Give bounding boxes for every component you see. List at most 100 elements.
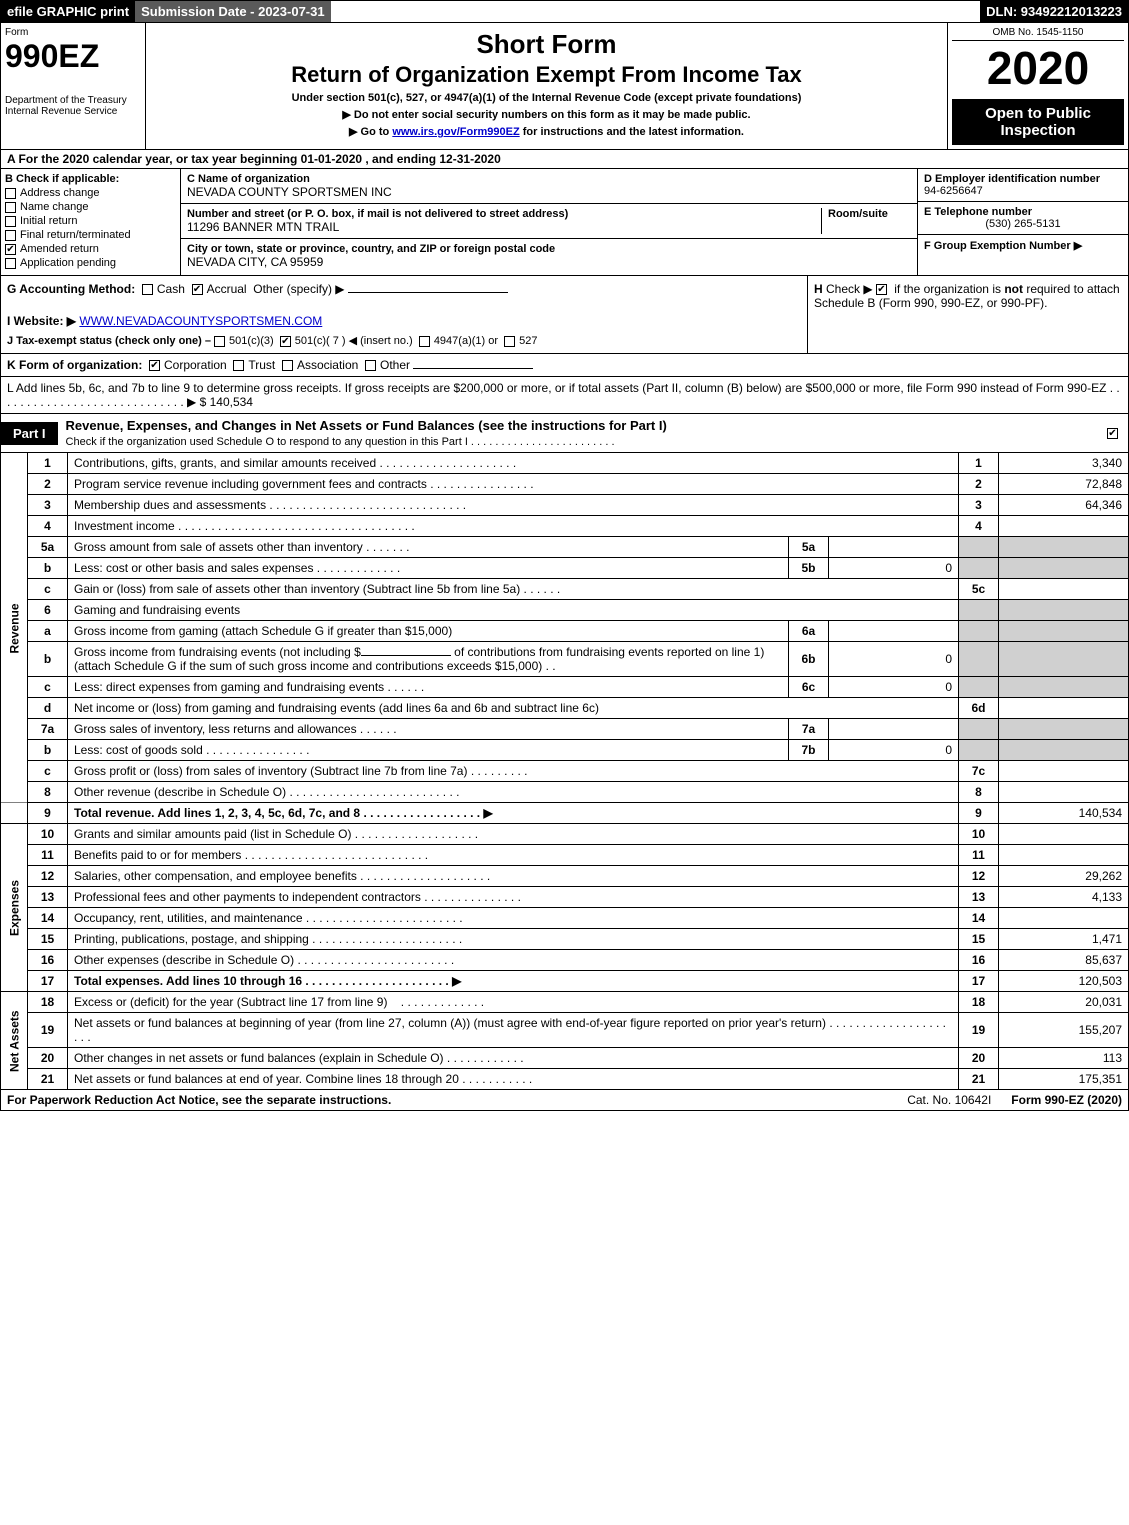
open-public-badge: Open to Public Inspection	[952, 99, 1124, 145]
cb-assoc[interactable]	[282, 360, 293, 371]
omb-number: OMB No. 1545-1150	[952, 27, 1124, 41]
amt-6b: 0	[829, 642, 959, 677]
cb-501c3[interactable]	[214, 336, 225, 347]
table-row: 2 Program service revenue including gove…	[1, 474, 1129, 495]
submission-date: Submission Date - 2023-07-31	[135, 1, 331, 22]
table-row: Expenses 10 Grants and similar amounts p…	[1, 824, 1129, 845]
table-row: c Gain or (loss) from sale of assets oth…	[1, 579, 1129, 600]
revenue-side-label: Revenue	[1, 453, 28, 803]
table-row: 16 Other expenses (describe in Schedule …	[1, 950, 1129, 971]
k-form-org: K Form of organization: Corporation Trus…	[0, 354, 1129, 377]
website-link[interactable]: WWW.NEVADACOUNTYSPORTSMEN.COM	[79, 314, 322, 328]
expenses-side-label: Expenses	[1, 824, 28, 992]
table-row: 14 Occupancy, rent, utilities, and maint…	[1, 908, 1129, 929]
l-gross-receipts: L Add lines 5b, 6c, and 7b to line 9 to …	[0, 377, 1129, 414]
cb-schedule-o[interactable]	[1107, 428, 1118, 439]
g-other-input[interactable]	[348, 292, 508, 293]
table-row: 13 Professional fees and other payments …	[1, 887, 1129, 908]
table-row: b Less: cost of goods sold . . . . . . .…	[1, 740, 1129, 761]
k-other-input[interactable]	[413, 368, 533, 369]
form-ref: Form 990-EZ (2020)	[1011, 1093, 1122, 1107]
form-number: 990EZ	[5, 38, 141, 75]
financial-table: Revenue 1 Contributions, gifts, grants, …	[0, 453, 1129, 1090]
amt-2: 72,848	[999, 474, 1129, 495]
cb-other-org[interactable]	[365, 360, 376, 371]
cb-application-pending[interactable]: Application pending	[5, 257, 176, 269]
ssn-warning: ▶ Do not enter social security numbers o…	[156, 108, 937, 121]
amt-3: 64,346	[999, 495, 1129, 516]
j-tax-exempt: J Tax-exempt status (check only one) – 5…	[7, 334, 801, 347]
table-row: 6 Gaming and fundraising events	[1, 600, 1129, 621]
form-subtitle: Under section 501(c), 527, or 4947(a)(1)…	[156, 92, 937, 104]
amt-18: 20,031	[999, 992, 1129, 1013]
amt-12: 29,262	[999, 866, 1129, 887]
cb-accrual[interactable]	[192, 284, 203, 295]
part-i-title: Revenue, Expenses, and Changes in Net As…	[66, 418, 667, 433]
table-row: 8 Other revenue (describe in Schedule O)…	[1, 782, 1129, 803]
cb-527[interactable]	[504, 336, 515, 347]
dept-treasury: Department of the Treasury	[5, 95, 141, 106]
c-org-info: C Name of organization NEVADA COUNTY SPO…	[181, 169, 918, 275]
part-i-note: Check if the organization used Schedule …	[66, 436, 615, 448]
table-row: 15 Printing, publications, postage, and …	[1, 929, 1129, 950]
table-row: 21 Net assets or fund balances at end of…	[1, 1069, 1129, 1090]
amt-19: 155,207	[999, 1013, 1129, 1048]
irs-label: Internal Revenue Service	[5, 106, 141, 117]
table-row: d Net income or (loss) from gaming and f…	[1, 698, 1129, 719]
g-label: G Accounting Method:	[7, 282, 135, 296]
table-row: 7a Gross sales of inventory, less return…	[1, 719, 1129, 740]
table-row: 4 Investment income . . . . . . . . . . …	[1, 516, 1129, 537]
cb-initial-return[interactable]: Initial return	[5, 215, 176, 227]
table-row: 17 Total expenses. Add lines 10 through …	[1, 971, 1129, 992]
amt-21: 175,351	[999, 1069, 1129, 1090]
cb-corp[interactable]	[149, 360, 160, 371]
cb-amended-return[interactable]: Amended return	[5, 243, 176, 255]
table-row: 5a Gross amount from sale of assets othe…	[1, 537, 1129, 558]
cb-address-change[interactable]: Address change	[5, 187, 176, 199]
cb-schedule-b[interactable]	[876, 284, 887, 295]
page-footer: For Paperwork Reduction Act Notice, see …	[0, 1090, 1129, 1111]
e-phone-label: E Telephone number	[924, 206, 1122, 218]
c-room-label: Room/suite	[828, 208, 911, 220]
cb-final-return[interactable]: Final return/terminated	[5, 229, 176, 241]
b-checkboxes: B Check if applicable: Address change Na…	[1, 169, 181, 275]
c-city-value: NEVADA CITY, CA 95959	[187, 255, 911, 269]
cb-name-change[interactable]: Name change	[5, 201, 176, 213]
d-ein-label: D Employer identification number	[924, 173, 1122, 185]
c-name-value: NEVADA COUNTY SPORTSMEN INC	[187, 185, 911, 199]
amt-17: 120,503	[999, 971, 1129, 992]
paperwork-notice: For Paperwork Reduction Act Notice, see …	[7, 1093, 887, 1107]
amt-6d	[999, 698, 1129, 719]
amt-13: 4,133	[999, 887, 1129, 908]
amt-15: 1,471	[999, 929, 1129, 950]
netassets-side-label: Net Assets	[1, 992, 28, 1090]
i-label: I Website: ▶	[7, 314, 76, 328]
b-heading: B Check if applicable:	[5, 173, 176, 185]
amt-11	[999, 845, 1129, 866]
j-label: J Tax-exempt status (check only one) –	[7, 335, 211, 347]
cb-501c[interactable]	[280, 336, 291, 347]
amt-1: 3,340	[999, 453, 1129, 474]
dln: DLN: 93492212013223	[980, 1, 1128, 22]
k-label: K Form of organization:	[7, 358, 142, 372]
e-phone-value: (530) 265-5131	[924, 218, 1122, 230]
amt-5c	[999, 579, 1129, 600]
part-i-badge: Part I	[1, 422, 58, 445]
d-ein-value: 94-6256647	[924, 185, 1122, 197]
amt-7c	[999, 761, 1129, 782]
top-bar: efile GRAPHIC print Submission Date - 20…	[0, 0, 1129, 23]
amt-7b: 0	[829, 740, 959, 761]
table-row: 19 Net assets or fund balances at beginn…	[1, 1013, 1129, 1048]
table-row: 11 Benefits paid to or for members . . .…	[1, 845, 1129, 866]
cb-trust[interactable]	[233, 360, 244, 371]
amt-5b: 0	[829, 558, 959, 579]
cb-4947[interactable]	[419, 336, 430, 347]
irs-link[interactable]: www.irs.gov/Form990EZ	[392, 126, 519, 138]
c-city-label: City or town, state or province, country…	[187, 243, 911, 255]
amt-14	[999, 908, 1129, 929]
efile-print-label[interactable]: efile GRAPHIC print	[1, 1, 135, 22]
i-website-row: I Website: ▶ WWW.NEVADACOUNTYSPORTSMEN.C…	[7, 314, 801, 328]
g-accounting: G Accounting Method: Cash Accrual Other …	[7, 282, 801, 296]
cb-cash[interactable]	[142, 284, 153, 295]
tax-year: 2020	[952, 41, 1124, 95]
